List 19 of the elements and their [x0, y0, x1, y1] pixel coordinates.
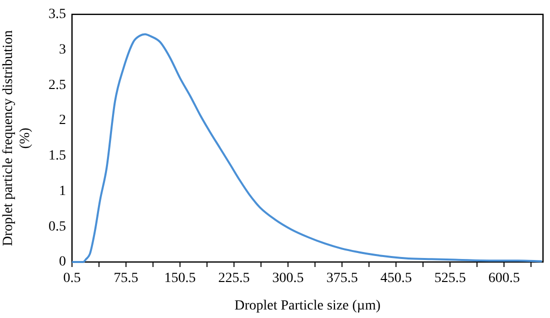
x-tick-label: 150.5: [164, 271, 196, 286]
y-axis-title: Droplet particle frequency distribution (%): [1, 30, 33, 246]
y-tick-label: 2: [59, 113, 66, 128]
y-tick-label: 1: [59, 184, 66, 199]
y-tick-label: 0: [59, 254, 66, 270]
x-tick-label: 225.5: [218, 271, 250, 286]
x-axis-title: Droplet Particle size (µm): [234, 298, 381, 314]
x-tick-label: 600.5: [488, 271, 520, 286]
y-tick-label: 3: [59, 42, 66, 58]
y-tick-label: 3.5: [48, 7, 66, 22]
x-tick-label: 75.5: [114, 271, 138, 286]
x-tick-label: 300.5: [272, 271, 304, 286]
y-tick-label: 2.5: [48, 78, 66, 93]
line-series: [71, 33, 543, 263]
y-tick-label: 1.5: [48, 148, 66, 164]
x-tick-label: 525.5: [434, 271, 466, 286]
x-tick-label: 450.5: [380, 271, 412, 286]
x-tick-label: 375.5: [326, 271, 358, 286]
y-tick-label: 0.5: [48, 219, 66, 234]
